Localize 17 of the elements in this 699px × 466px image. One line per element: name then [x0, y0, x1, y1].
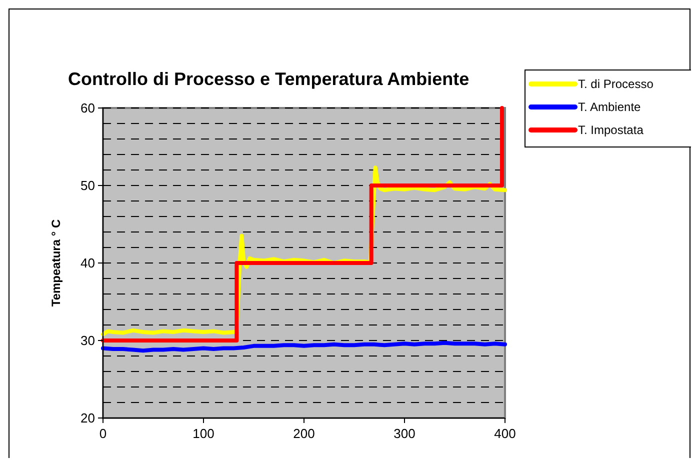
legend-label: T. Impostata	[578, 123, 644, 138]
x-tick-label: 100	[192, 426, 214, 441]
line-series	[101, 106, 504, 342]
legend-label: T. Ambiente	[578, 100, 642, 114]
y-tick-label: 60	[80, 100, 95, 116]
x-tick-label: 400	[494, 426, 516, 441]
chart-title: Controllo di Processo e Temperatura Ambiente	[68, 69, 470, 89]
y-tick-label: 40	[80, 256, 95, 271]
x-tick-label: 0	[99, 426, 107, 441]
line-series	[101, 340, 507, 353]
x-tick-label: 300	[394, 426, 416, 441]
y-tick-label: 50	[80, 178, 95, 194]
x-tick-label: 200	[293, 426, 315, 441]
y-tick-label: 30	[80, 333, 95, 348]
legend-label: T. di Processo	[578, 77, 654, 92]
y-tick-label: 20	[80, 410, 95, 426]
y-axis-title: Tempeatura ° C	[49, 219, 63, 307]
